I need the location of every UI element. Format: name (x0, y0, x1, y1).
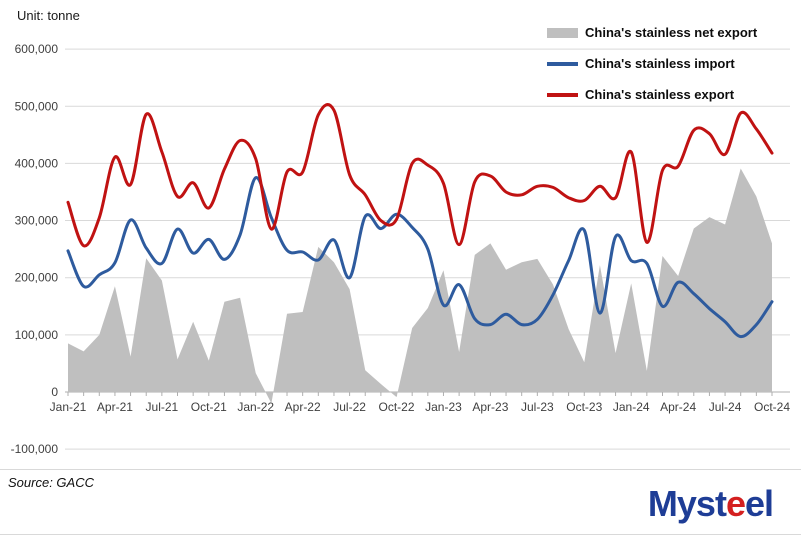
legend-item-2: China's stainless export (547, 79, 789, 110)
x-tick-label: Jan-21 (50, 400, 87, 414)
logo-text-suffix: el (744, 483, 774, 524)
y-tick-label: 500,000 (15, 99, 59, 113)
legend-label: China's stainless net export (585, 25, 758, 40)
logo-text-prefix: Myst (647, 483, 727, 524)
legend-line-swatch (547, 61, 578, 66)
y-tick-label: 100,000 (15, 328, 59, 342)
y-tick-label: 200,000 (15, 271, 59, 285)
legend-label: China's stainless export (585, 87, 735, 102)
y-tick-label: 600,000 (15, 42, 59, 56)
x-tick-label: Apr-23 (472, 400, 508, 414)
footer-divider-bottom (0, 534, 801, 535)
x-tick-label: Oct-22 (379, 400, 415, 414)
legend-item-0: China's stainless net export (547, 17, 789, 48)
unit-label: Unit: tonne (17, 8, 80, 23)
x-tick-label: Oct-23 (566, 400, 602, 414)
import-line (66, 176, 774, 339)
x-tick-label: Oct-21 (191, 400, 227, 414)
net-export-area (68, 168, 772, 404)
y-tick-label: 300,000 (15, 214, 59, 228)
x-tick-label: Apr-22 (285, 400, 321, 414)
x-tick-label: Jul-24 (709, 400, 742, 414)
chart-legend: China's stainless net export China's stai… (547, 17, 789, 110)
x-tick-label: Jul-23 (521, 400, 554, 414)
x-tick-label: Jan-24 (613, 400, 650, 414)
legend-label: China's stainless import (585, 56, 735, 71)
legend-line-swatch (547, 92, 578, 97)
y-tick-label: 0 (51, 385, 58, 399)
x-tick-label: Jan-23 (425, 400, 462, 414)
y-tick-label: -100,000 (11, 442, 59, 456)
mysteel-logo: Mysteel (647, 482, 774, 526)
source-label: Source: GACC (8, 475, 94, 490)
x-tick-label: Jul-21 (146, 400, 179, 414)
export-line (66, 103, 774, 248)
x-tick-label: Jan-22 (237, 400, 274, 414)
x-tick-label: Jul-22 (333, 400, 366, 414)
legend-area-swatch (547, 27, 578, 38)
y-tick-label: 400,000 (15, 156, 59, 170)
footer-divider-top (0, 469, 801, 470)
x-tick-label: Apr-21 (97, 400, 133, 414)
x-tick-label: Oct-24 (754, 400, 790, 414)
x-tick-label: Apr-24 (660, 400, 696, 414)
logo-text-accent: e (725, 483, 746, 524)
legend-item-1: China's stainless import (547, 48, 789, 79)
